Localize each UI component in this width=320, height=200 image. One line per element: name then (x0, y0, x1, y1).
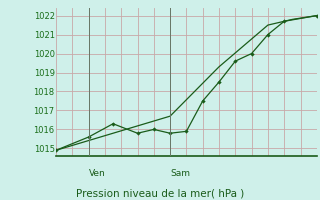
Text: Sam: Sam (170, 168, 190, 178)
Text: Pression niveau de la mer( hPa ): Pression niveau de la mer( hPa ) (76, 188, 244, 198)
Text: Ven: Ven (89, 168, 105, 178)
